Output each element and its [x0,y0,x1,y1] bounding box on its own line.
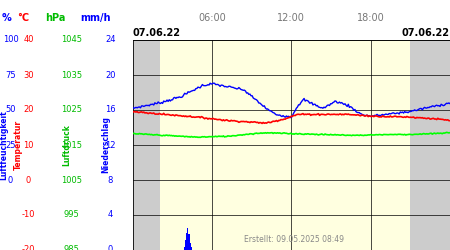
Text: 985: 985 [64,246,80,250]
Text: Luftfeuchtigkeit: Luftfeuchtigkeit [0,110,8,180]
Bar [188,234,190,250]
Bar [185,240,186,250]
Text: 0: 0 [108,246,113,250]
Text: 1015: 1015 [61,140,82,149]
Text: 24: 24 [105,36,116,44]
Text: 1045: 1045 [61,36,82,44]
Text: 100: 100 [3,36,18,44]
Text: 1025: 1025 [61,106,82,114]
Text: Luftdruck: Luftdruck [62,124,71,166]
Text: 75: 75 [5,70,16,80]
Text: 12: 12 [105,140,116,149]
Text: -20: -20 [22,246,35,250]
Text: Niederschlag: Niederschlag [101,116,110,173]
Text: 30: 30 [23,70,34,80]
Text: 25: 25 [5,140,16,149]
Bar [410,40,450,250]
Text: 12:00: 12:00 [278,13,305,23]
Text: 20: 20 [105,70,116,80]
Text: 50: 50 [5,106,16,114]
Bar [186,232,188,250]
Text: Temperatur: Temperatur [14,120,22,170]
Text: -10: -10 [22,210,35,220]
Bar [189,243,191,250]
Text: hPa: hPa [45,13,66,23]
Text: °C: °C [17,13,29,23]
Text: 0: 0 [26,176,31,184]
Text: mm/h: mm/h [81,13,111,23]
Text: 07.06.22: 07.06.22 [133,28,181,38]
Text: 20: 20 [23,106,34,114]
Text: 16: 16 [105,106,116,114]
Text: 10: 10 [23,140,34,149]
Text: 0: 0 [8,176,13,184]
Bar [190,248,192,250]
Bar [133,40,160,250]
Text: 995: 995 [64,210,80,220]
Bar [184,248,185,250]
Text: 8: 8 [108,176,113,184]
Text: 40: 40 [23,36,34,44]
Text: 1005: 1005 [61,176,82,184]
Bar [160,40,410,250]
Text: 06:00: 06:00 [198,13,226,23]
Text: 4: 4 [108,210,113,220]
Text: %: % [2,13,12,23]
Text: 1035: 1035 [61,70,82,80]
Text: 07.06.22: 07.06.22 [402,28,450,38]
Text: 18:00: 18:00 [357,13,385,23]
Bar [187,228,189,250]
Text: Erstellt: 09.05.2025 08:49: Erstellt: 09.05.2025 08:49 [244,235,344,244]
